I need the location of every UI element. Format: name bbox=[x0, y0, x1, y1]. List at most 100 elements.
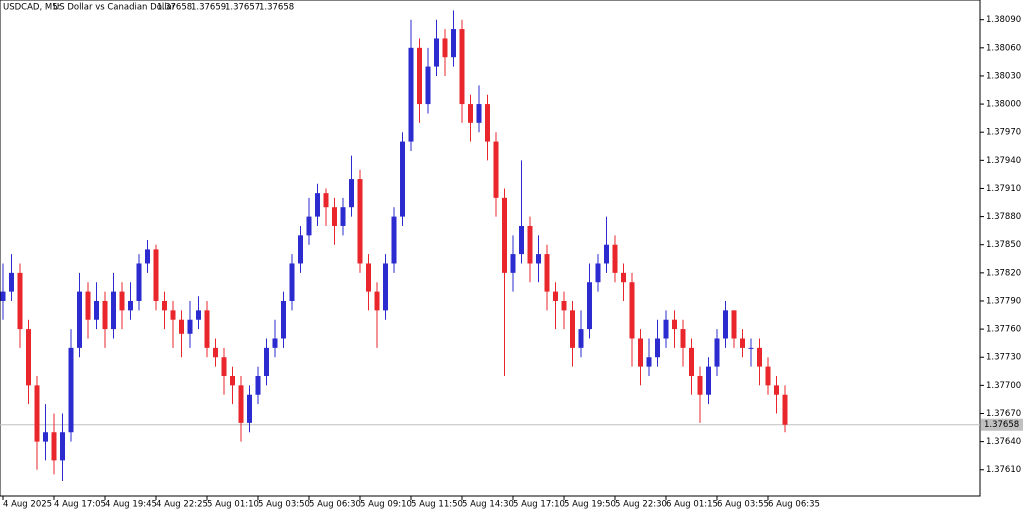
candle-body bbox=[442, 38, 448, 58]
candle-body bbox=[731, 310, 737, 339]
candle-body bbox=[51, 432, 57, 461]
y-tick-label: 1.37940 bbox=[986, 156, 1021, 166]
y-tick-label: 1.38060 bbox=[986, 43, 1021, 53]
candle-body bbox=[68, 347, 74, 433]
x-tick-label: 4 Aug 22:25 bbox=[156, 500, 208, 510]
x-tick-label: 5 Aug 17:10 bbox=[513, 500, 565, 510]
symbol: USDCAD, M5: bbox=[3, 3, 60, 13]
x-tick-label: 4 Aug 2025 bbox=[3, 500, 52, 510]
candle-body bbox=[740, 338, 745, 348]
candle-body bbox=[536, 254, 541, 264]
y-tick-label: 1.37640 bbox=[986, 437, 1021, 447]
candle-body bbox=[272, 338, 278, 348]
candle-body bbox=[43, 432, 48, 442]
candle-body bbox=[451, 29, 456, 58]
plot-frame bbox=[0, 0, 981, 497]
candle-body bbox=[60, 432, 65, 461]
x-tick-label: 5 Aug 09:10 bbox=[360, 500, 412, 510]
candle-body bbox=[34, 385, 40, 442]
candle-body bbox=[391, 216, 397, 264]
candle-body bbox=[357, 179, 363, 264]
x-tick-label: 6 Aug 06:35 bbox=[768, 500, 820, 510]
candle-body bbox=[587, 282, 592, 330]
y-tick-label: 1.38000 bbox=[986, 100, 1021, 110]
candle-body bbox=[366, 263, 371, 292]
candle-body bbox=[417, 47, 422, 105]
candle-body bbox=[400, 141, 405, 217]
x-tick-label: 5 Aug 11:50 bbox=[411, 500, 463, 510]
candle-body bbox=[153, 249, 159, 301]
candle-body bbox=[111, 291, 116, 330]
current-price-box bbox=[981, 418, 1023, 431]
quote-value: 1.37657 bbox=[225, 3, 260, 13]
x-tick-label: 4 Aug 19:45 bbox=[105, 500, 157, 510]
candle-body bbox=[230, 375, 235, 386]
y-tick-label: 1.37970 bbox=[986, 128, 1021, 138]
candle-body bbox=[757, 347, 762, 367]
candle-body bbox=[553, 291, 558, 301]
y-tick-label: 1.37850 bbox=[986, 240, 1021, 250]
candle-body bbox=[697, 375, 703, 395]
candle-body bbox=[221, 357, 227, 376]
candle-body bbox=[247, 394, 252, 423]
y-tick-label: 1.37730 bbox=[986, 353, 1021, 363]
candle-body bbox=[723, 310, 728, 339]
candle-body bbox=[119, 291, 125, 311]
candle-body bbox=[765, 366, 771, 386]
quote-value: 1.37659 bbox=[191, 3, 226, 13]
candle-body bbox=[332, 207, 337, 226]
y-tick-label: 1.37670 bbox=[986, 409, 1021, 419]
candle-body bbox=[349, 179, 354, 208]
candle-body bbox=[374, 291, 380, 311]
x-tick-label: 5 Aug 03:50 bbox=[258, 500, 310, 510]
candle-body bbox=[638, 338, 643, 367]
x-tick-label: 5 Aug 01:10 bbox=[207, 500, 259, 510]
candle-body bbox=[604, 244, 609, 264]
candle-body bbox=[655, 338, 660, 358]
y-tick-label: 1.37910 bbox=[986, 184, 1021, 194]
candle-body bbox=[204, 310, 210, 348]
candle-body bbox=[26, 329, 31, 386]
candle-body bbox=[179, 319, 184, 334]
y-tick-label: 1.38090 bbox=[986, 15, 1021, 25]
candle-body bbox=[306, 216, 312, 236]
candle-body bbox=[510, 254, 516, 273]
candle-body bbox=[187, 319, 193, 334]
x-tick-label: 5 Aug 06:30 bbox=[309, 500, 361, 510]
candle-body bbox=[629, 282, 635, 339]
candle-body bbox=[281, 300, 286, 339]
candle-body bbox=[264, 347, 269, 376]
quote-value: 1.37658 bbox=[259, 3, 294, 13]
y-tick-label: 1.37610 bbox=[986, 465, 1021, 475]
candle-body bbox=[85, 291, 91, 320]
candle-body bbox=[255, 375, 261, 395]
candle-body bbox=[502, 197, 507, 273]
candle-body bbox=[706, 366, 711, 395]
x-tick-label: 4 Aug 17:05 bbox=[54, 500, 106, 510]
candle-body bbox=[459, 29, 465, 105]
candle-body bbox=[340, 207, 346, 226]
candle-body bbox=[544, 254, 550, 292]
candle-body bbox=[714, 338, 720, 367]
x-tick-label: 5 Aug 19:50 bbox=[564, 500, 616, 510]
candle-body bbox=[425, 66, 431, 105]
candle-body bbox=[213, 347, 218, 358]
candle-body bbox=[561, 300, 567, 311]
candle-body bbox=[94, 300, 99, 320]
candle-body bbox=[527, 225, 533, 264]
candle-body bbox=[162, 300, 167, 311]
candle-body bbox=[570, 310, 575, 348]
candle-body bbox=[782, 394, 788, 425]
candle-body bbox=[170, 310, 176, 320]
candle-body bbox=[646, 357, 652, 367]
y-tick-label: 1.38030 bbox=[986, 71, 1021, 81]
candle-body bbox=[663, 319, 669, 339]
candle-body bbox=[774, 385, 779, 395]
x-tick-label: 6 Aug 01:15 bbox=[666, 500, 718, 510]
candle-body bbox=[315, 193, 320, 217]
candle-body bbox=[468, 104, 473, 123]
candle-body bbox=[485, 104, 490, 142]
candle-body bbox=[612, 244, 618, 273]
